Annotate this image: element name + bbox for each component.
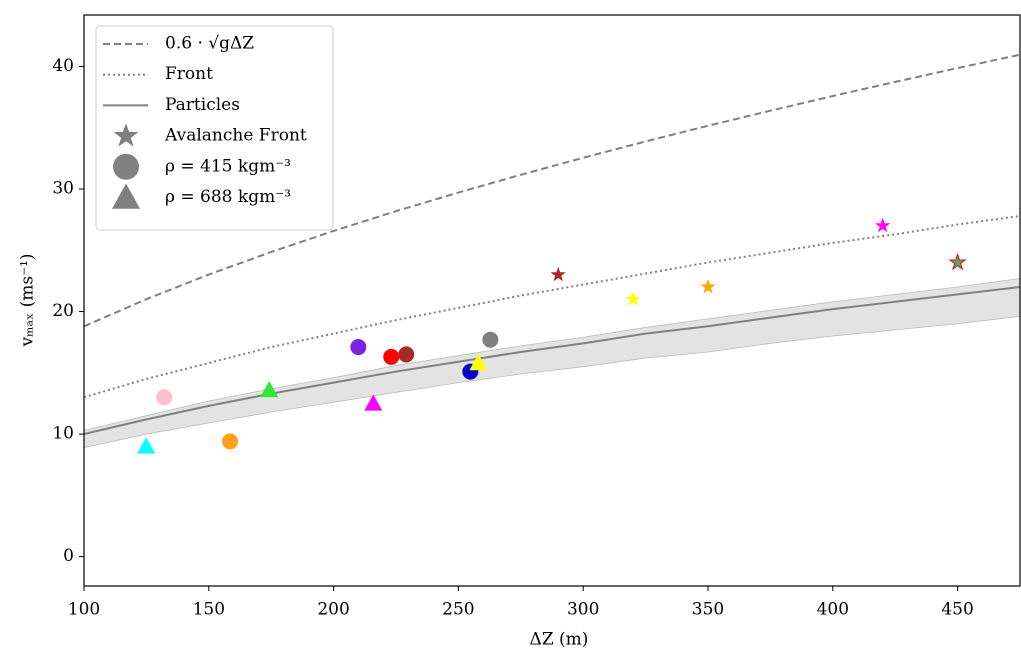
legend-label: Avalanche Front xyxy=(164,126,307,146)
circle-marker xyxy=(222,433,239,450)
x-tick-label: 250 xyxy=(442,600,474,620)
triangle-marker xyxy=(260,380,279,398)
triangle-marker xyxy=(137,437,156,454)
star-marker xyxy=(625,291,641,306)
legend-marker xyxy=(112,183,140,209)
circle-marker xyxy=(482,331,499,348)
legend-label: Particles xyxy=(165,95,240,115)
x-tick-label: 200 xyxy=(317,600,349,620)
y-tick-label: 10 xyxy=(52,424,74,444)
legend-label: ρ = 415 kgm⁻³ xyxy=(165,156,291,176)
star-marker xyxy=(700,279,716,294)
legend-label: 0.6 · √gΔZ xyxy=(165,34,254,54)
uncertainty-band xyxy=(84,278,1020,448)
x-tick-label: 450 xyxy=(941,600,973,620)
circle-marker xyxy=(156,389,173,406)
legend-label: ρ = 688 kgm⁻³ xyxy=(165,187,291,207)
y-tick-label: 20 xyxy=(52,301,74,321)
plot-frame xyxy=(83,14,1021,587)
x-tick-label: 300 xyxy=(567,600,599,620)
x-tick-label: 150 xyxy=(193,600,225,620)
x-tick-label: 350 xyxy=(692,600,724,620)
star-marker xyxy=(550,266,566,282)
plot-area xyxy=(84,53,1020,454)
legend-label: Front xyxy=(165,64,213,84)
curve-line xyxy=(84,286,1020,436)
y-axis-label: vₘₐₓ (ms⁻¹) xyxy=(18,253,38,347)
curve-line xyxy=(84,53,1020,328)
triangle-marker xyxy=(469,353,488,371)
star-marker xyxy=(875,217,891,233)
y-tick-label: 0 xyxy=(63,546,74,566)
curve-line xyxy=(84,214,1020,399)
x-tick-label: 100 xyxy=(68,600,100,620)
legend-marker xyxy=(113,153,139,180)
y-tick-label: 30 xyxy=(52,178,74,198)
circle-marker xyxy=(350,339,367,356)
x-tick-label: 400 xyxy=(817,600,849,620)
triangle-marker xyxy=(364,394,383,411)
legend-marker xyxy=(113,123,139,147)
legend-box xyxy=(95,25,334,231)
x-axis-label: ΔZ (m) xyxy=(530,630,589,650)
y-tick-label: 40 xyxy=(52,56,74,76)
star-marker xyxy=(948,252,967,271)
circle-marker xyxy=(383,348,400,365)
circle-marker xyxy=(398,346,415,363)
